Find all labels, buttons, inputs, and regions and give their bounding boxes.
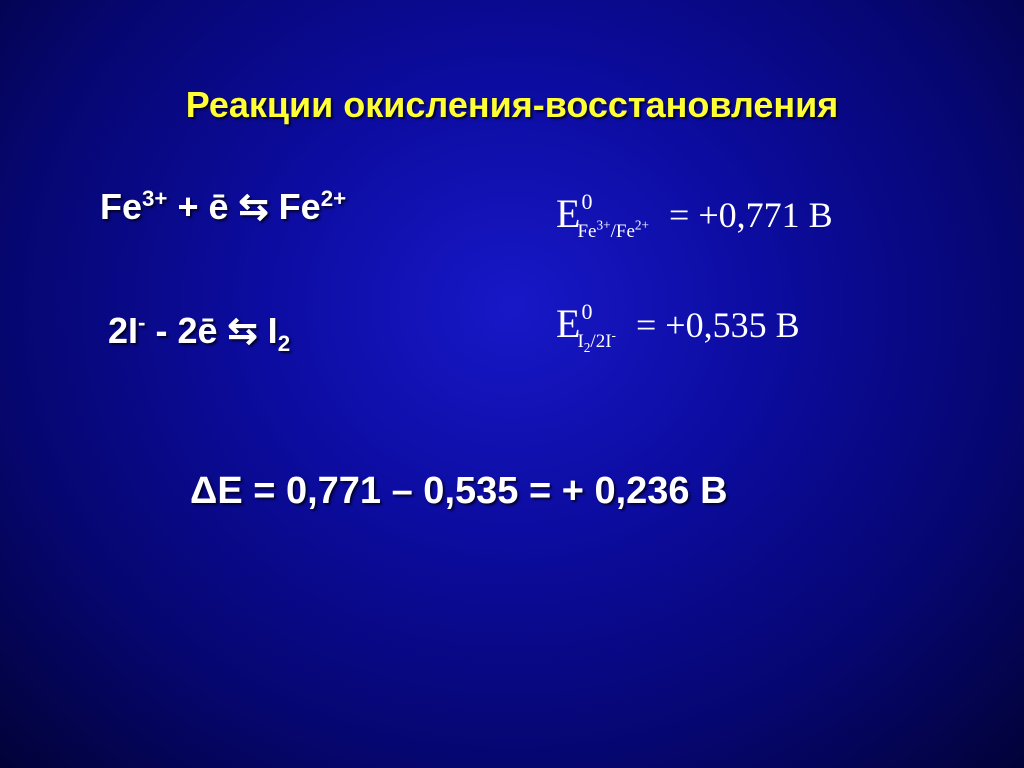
delta-e-result: ΔЕ = 0,771 – 0,535 = + 0,236 В <box>190 470 728 513</box>
pot2-rhs: = +0,535 В <box>636 305 800 345</box>
std-potential-iodine: E0I2/2I-= +0,535 В <box>556 300 800 347</box>
pot2-sup: 0 <box>581 299 592 324</box>
pot1-sub: Fe3+/Fe2+ <box>577 221 649 242</box>
pot2-sub: I2/2I- <box>577 331 616 352</box>
eq1-sup2: 2+ <box>321 186 346 211</box>
std-potential-fe: E0Fe3+/Fe2+= +0,771 В <box>556 190 833 237</box>
half-reaction-iodide: 2I- - 2ē ⇆ I2 <box>108 310 290 352</box>
eq2-mid: - 2ē ⇆ I <box>145 310 277 351</box>
eq2-sub1: 2 <box>278 331 290 356</box>
eq1-mid: + ē ⇆ Fe <box>167 186 320 227</box>
slide: Реакции окисления-восстановления Fe3+ + … <box>0 0 1024 768</box>
eq1-pre: Fe <box>100 186 142 227</box>
pot1-rhs: = +0,771 В <box>669 195 833 235</box>
half-reaction-fe: Fe3+ + ē ⇆ Fe2+ <box>100 186 346 228</box>
eq1-sup1: 3+ <box>142 186 167 211</box>
eq2-pre: 2I <box>108 310 138 351</box>
pot1-sup: 0 <box>581 189 592 214</box>
slide-title: Реакции окисления-восстановления <box>0 84 1024 126</box>
